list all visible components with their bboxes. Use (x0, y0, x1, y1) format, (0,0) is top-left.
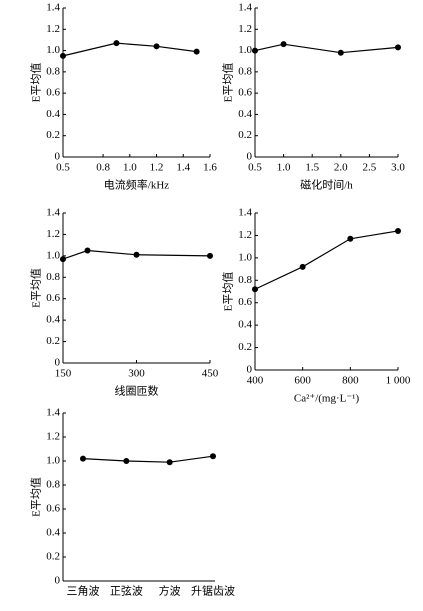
x-tick-label: 正弦波 (110, 584, 143, 598)
y-tick-label: 0.6 (46, 87, 60, 99)
y-tick-label: 1.2 (238, 229, 252, 241)
y-tick-label: 0 (247, 364, 253, 376)
x-axis-label: 磁化时间/h (300, 178, 353, 192)
y-tick-label: 0.2 (238, 129, 252, 141)
point (207, 252, 213, 259)
x-tick-label: 三角波 (67, 585, 100, 598)
y-tick-label: 1.0 (46, 249, 60, 261)
point (347, 235, 354, 242)
y-tick-label: 0.8 (46, 65, 60, 77)
y-tick-label: 0.4 (238, 319, 252, 331)
point (337, 49, 344, 56)
x-tick-label: 300 (128, 368, 145, 380)
point (153, 43, 160, 50)
y-tick-label: 0.2 (46, 551, 60, 563)
line (254, 230, 399, 290)
y-tick-label: 0.8 (46, 479, 60, 491)
x-tick-label: 600 (294, 375, 311, 387)
y-tick-label: 0.6 (238, 87, 252, 99)
y-tick-label: 1.4 (46, 2, 60, 14)
y-tick-label: 0 (55, 575, 61, 587)
y-axis-label: E平均值 (222, 272, 235, 312)
point (395, 44, 401, 51)
x-tick-label: 1.0 (123, 162, 137, 174)
point (123, 458, 130, 464)
y-tick-label: 0.6 (46, 292, 60, 304)
x-tick-label: 2.0 (334, 162, 348, 174)
y-tick-label: 1.0 (46, 44, 60, 56)
y-tick-label: 0.8 (238, 274, 252, 286)
point (133, 251, 140, 258)
y-axis-label: E平均值 (30, 63, 43, 103)
line (254, 43, 399, 54)
y-axis-label: E平均值 (222, 63, 235, 103)
x-tick-label: 800 (342, 375, 359, 387)
point (193, 48, 200, 55)
x-tick-label: 1.4 (176, 162, 190, 174)
point (60, 256, 66, 263)
x-tick-label: 0.5 (248, 162, 262, 174)
x-axis-label: 电流频率/kHz (104, 178, 169, 192)
y-tick-label: 1.0 (238, 44, 252, 56)
x-tick-label: 450 (202, 368, 219, 380)
y-tick-label: 1.2 (46, 431, 60, 443)
x-tick-label: 0.5 (56, 162, 70, 174)
point (210, 453, 216, 460)
y-tick-label: 0 (247, 151, 253, 163)
x-tick-label: 2.5 (363, 162, 377, 174)
x-tick-label: 1.6 (203, 162, 217, 174)
x-axis-label: Ca²⁺/(mg·L⁻¹) (294, 393, 360, 405)
y-tick-label: 0.4 (46, 108, 60, 120)
point (395, 227, 401, 234)
y-tick-label: 1.4 (238, 207, 252, 219)
y-tick-label: 1.0 (46, 455, 60, 467)
y-tick-label: 1.0 (238, 251, 252, 263)
y-tick-label: 0 (55, 151, 61, 163)
y-tick-label: 1.4 (238, 2, 252, 14)
y-tick-label: 0.6 (46, 503, 60, 515)
y-tick-label: 1.2 (46, 23, 60, 35)
y-tick-label: 0.4 (46, 527, 60, 539)
x-tick-label: 升锯齿波 (191, 584, 235, 598)
x-tick-label: 1 000 (386, 375, 411, 387)
point (252, 286, 258, 293)
line (82, 455, 214, 463)
y-tick-label: 0.4 (238, 108, 252, 120)
point (252, 47, 258, 54)
point (280, 41, 287, 48)
point (299, 263, 306, 270)
y-tick-label: 0.2 (46, 335, 60, 347)
x-tick-label: 0.8 (96, 162, 110, 174)
y-tick-label: 0.4 (46, 314, 60, 326)
point (84, 247, 91, 254)
y-tick-label: 0.6 (238, 296, 252, 308)
point (113, 40, 120, 47)
y-tick-label: 0.8 (238, 65, 252, 77)
point (60, 52, 66, 59)
y-tick-label: 0 (55, 357, 61, 369)
y-tick-label: 1.2 (238, 23, 252, 35)
y-tick-label: 0.2 (238, 341, 252, 353)
y-tick-label: 0.2 (46, 129, 60, 141)
x-tick-label: 3.0 (391, 162, 405, 174)
y-axis-label: E平均值 (30, 477, 43, 517)
y-axis-label: E平均值 (30, 268, 43, 308)
x-tick-label: 400 (247, 375, 264, 387)
x-tick-label: 1.5 (305, 162, 319, 174)
point (166, 459, 173, 466)
x-tick-label: 150 (55, 368, 72, 380)
line (62, 42, 197, 57)
x-tick-label: 1.0 (277, 162, 291, 174)
y-tick-label: 0.8 (46, 271, 60, 283)
x-tick-label: 1.2 (150, 162, 164, 174)
y-tick-label: 1.4 (46, 207, 60, 219)
y-tick-label: 1.2 (46, 228, 60, 240)
x-axis-label: 线圈匝数 (115, 384, 159, 398)
line (62, 249, 211, 260)
y-tick-label: 1.4 (46, 407, 60, 419)
x-tick-label: 方波 (159, 584, 181, 598)
point (80, 455, 86, 462)
